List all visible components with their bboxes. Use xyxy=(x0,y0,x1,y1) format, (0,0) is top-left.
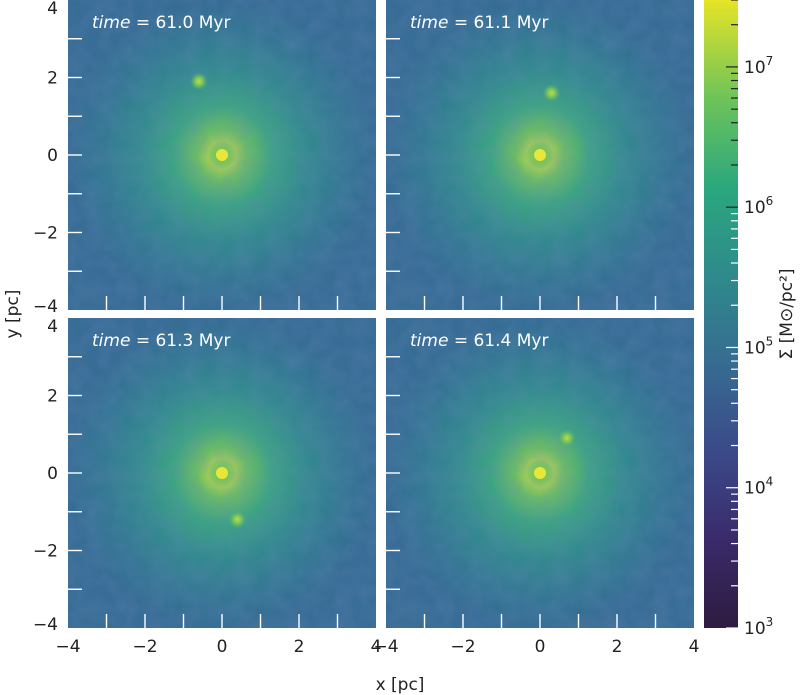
colorbar-gradient xyxy=(704,0,738,628)
y-tick-label: 4 xyxy=(47,317,58,337)
time-label-word: time xyxy=(410,331,448,351)
colorbar-tick-label: 105 xyxy=(744,334,773,358)
satellite-clump xyxy=(557,429,576,448)
time-label: time = 61.0 Myr xyxy=(92,13,230,33)
time-label-word: time xyxy=(410,13,448,33)
y-axis-label: y [pc] xyxy=(3,290,23,339)
colorbar-tick-label: 103 xyxy=(744,615,773,639)
colorbar-tick-label: 106 xyxy=(744,194,773,218)
y-tick-label: −2 xyxy=(33,224,58,244)
y-tick-label: 2 xyxy=(47,387,58,407)
x-tick-label: −4 xyxy=(373,637,398,657)
time-label-value: = 61.4 Myr xyxy=(448,331,548,351)
x-tick-label: 0 xyxy=(217,637,228,657)
x-tick-label: −2 xyxy=(450,637,475,657)
core-center xyxy=(216,149,228,161)
y-tick-label: −4 xyxy=(33,297,58,317)
colorbar-tick-label: 104 xyxy=(744,475,773,499)
x-tick-label: 2 xyxy=(294,637,305,657)
x-tick-label: 4 xyxy=(689,637,700,657)
time-label-word: time xyxy=(92,13,130,33)
colorbar-tick-labels: 103 104 105 106 107 xyxy=(744,54,773,639)
time-label-value: = 61.0 Myr xyxy=(130,13,230,33)
colorbar-ticks xyxy=(726,0,738,629)
satellite-clump xyxy=(228,510,247,529)
heatmap-panel: time = 61.3 Myr xyxy=(68,318,376,628)
x-tick-label: −4 xyxy=(55,637,80,657)
x-axis-label: x [pc] xyxy=(376,675,425,695)
time-label-value: = 61.3 Myr xyxy=(130,331,230,351)
satellite-clump xyxy=(542,84,561,102)
x-tick-label: −2 xyxy=(132,637,157,657)
heatmap-panel: time = 61.4 Myr xyxy=(386,318,694,628)
y-tick-label: 0 xyxy=(47,464,58,484)
colorbar-label: Σ [M⊙/pc²] xyxy=(777,268,797,359)
heatmap-panel: time = 61.1 Myr xyxy=(386,0,694,310)
y-tick-label: 4 xyxy=(47,0,58,19)
colorbar: 103 104 105 106 107 Σ [M⊙/pc²] xyxy=(704,0,797,639)
x-tick-label: 4 xyxy=(371,637,382,657)
heatmap-panel: time = 61.0 Myr xyxy=(68,0,376,310)
y-tick-label: 0 xyxy=(47,146,58,166)
core-center xyxy=(534,467,546,479)
time-label: time = 61.4 Myr xyxy=(410,331,548,351)
satellite-clump xyxy=(189,72,208,91)
x-tick-label: 0 xyxy=(535,637,546,657)
y-tick-label: −4 xyxy=(33,615,58,635)
time-label-word: time xyxy=(92,331,130,351)
core-center xyxy=(534,149,546,161)
x-tick-label: 2 xyxy=(612,637,623,657)
time-label-value: = 61.1 Myr xyxy=(448,13,548,33)
core-center xyxy=(216,467,228,479)
y-tick-label: −2 xyxy=(33,542,58,562)
y-tick-label: 2 xyxy=(47,69,58,89)
time-label: time = 61.3 Myr xyxy=(92,331,230,351)
time-label: time = 61.1 Myr xyxy=(410,13,548,33)
colorbar-tick-label: 107 xyxy=(744,54,773,78)
